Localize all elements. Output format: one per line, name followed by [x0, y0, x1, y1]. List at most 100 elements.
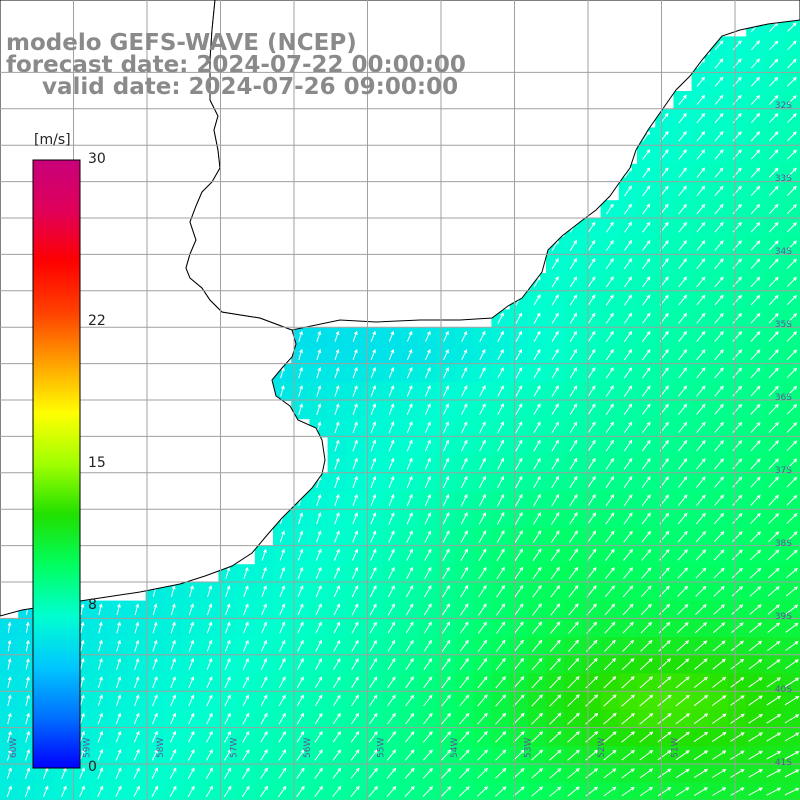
wind-arrow [732, 494, 743, 506]
wind-arrow [621, 694, 635, 707]
wind-arrow [786, 440, 798, 452]
wind-arrow [696, 149, 706, 160]
wind-arrow [242, 676, 249, 689]
wind-arrow [169, 730, 177, 743]
wind-arrow [533, 330, 541, 342]
wind-arrow [568, 621, 579, 634]
wind-arrow [152, 694, 158, 707]
wind-arrow [551, 421, 559, 434]
wind-arrow [496, 511, 505, 525]
wind-arrow [479, 403, 486, 416]
wind-arrow [714, 185, 724, 197]
wind-arrow [423, 621, 432, 634]
wind-arrow [224, 621, 231, 634]
wind-arrow [622, 639, 635, 652]
wind-arrow [531, 749, 544, 761]
wind-arrow [497, 330, 504, 342]
wind-arrow [549, 639, 561, 653]
wind-arrow [332, 694, 341, 707]
wind-arrow [569, 475, 578, 489]
wind-arrow [623, 258, 633, 270]
wind-arrow [479, 348, 486, 361]
wind-arrow [730, 695, 745, 706]
wind-arrow [623, 385, 633, 397]
wind-arrow [515, 367, 523, 379]
wind-arrow [387, 658, 396, 670]
wind-arrow [677, 567, 689, 579]
wind-arrow [79, 785, 85, 798]
wind-arrow [730, 787, 745, 796]
wind-arrow [6, 767, 12, 779]
wind-arrow [730, 713, 745, 724]
wind-arrow [675, 750, 690, 761]
wind-arrow [696, 185, 706, 197]
wind-arrow [712, 658, 726, 670]
wind-arrow [677, 549, 688, 561]
wind-arrow [587, 312, 596, 324]
wind-arrow [603, 731, 617, 743]
wind-arrow [786, 403, 798, 415]
wind-arrow [79, 676, 85, 688]
wind-arrow [768, 531, 780, 543]
wind-arrow [748, 713, 763, 724]
wind-arrow [603, 694, 617, 707]
wind-arrow [675, 713, 691, 725]
wind-arrow [533, 457, 541, 470]
wind-arrow [424, 566, 432, 580]
wind-arrow [621, 731, 636, 743]
wind-arrow [316, 385, 322, 397]
wind-arrow [750, 76, 760, 87]
wind-arrow [478, 548, 487, 562]
lat-label: 34S [775, 247, 792, 257]
wind-arrow [513, 639, 524, 653]
wind-arrow [440, 786, 452, 797]
wind-arrow [748, 732, 763, 742]
wind-arrow [242, 767, 250, 779]
wind-arrow [424, 385, 431, 397]
wind-arrow [25, 639, 30, 652]
wind-arrow [693, 731, 709, 743]
wind-arrow [768, 403, 779, 415]
wind-arrow [712, 750, 727, 760]
wind-arrow [678, 167, 687, 178]
wind-arrow [678, 131, 687, 142]
wind-arrow [623, 494, 633, 507]
wind-arrow [551, 276, 559, 288]
wind-arrow [767, 622, 781, 633]
wind-arrow [97, 730, 104, 743]
wind-arrow [786, 204, 797, 215]
wind-arrow [696, 385, 706, 397]
wind-arrow [441, 731, 452, 743]
wind-arrow [623, 239, 633, 251]
wind-arrow [531, 731, 544, 743]
wind-arrow [641, 349, 651, 361]
wind-arrow [786, 349, 798, 360]
wind-arrow [151, 767, 158, 780]
wind-arrow [477, 639, 488, 652]
wind-arrow [641, 385, 651, 397]
wind-arrow [678, 185, 687, 197]
wind-arrow [533, 294, 541, 306]
wind-arrow [25, 694, 30, 707]
wind-arrow [442, 403, 450, 416]
wind-arrow [696, 221, 706, 233]
wind-arrow [732, 349, 743, 361]
wind-arrow [278, 712, 286, 725]
wind-arrow [713, 549, 725, 561]
wind-arrow [79, 767, 85, 779]
wind-arrow [696, 131, 706, 142]
wind-arrow [461, 385, 468, 397]
wind-arrow [603, 676, 617, 689]
wind-arrow [423, 603, 432, 616]
wind-arrow [730, 640, 744, 652]
wind-arrow [459, 731, 470, 743]
wind-arrow [786, 367, 798, 379]
wind-arrow [476, 786, 489, 797]
wind-arrow [298, 512, 304, 525]
wind-arrow [370, 330, 376, 342]
wind-arrow [569, 239, 577, 251]
wind-arrow [714, 458, 724, 470]
wind-arrow [316, 367, 322, 379]
wind-arrow [695, 567, 707, 579]
lat-label: 38S [775, 539, 792, 549]
